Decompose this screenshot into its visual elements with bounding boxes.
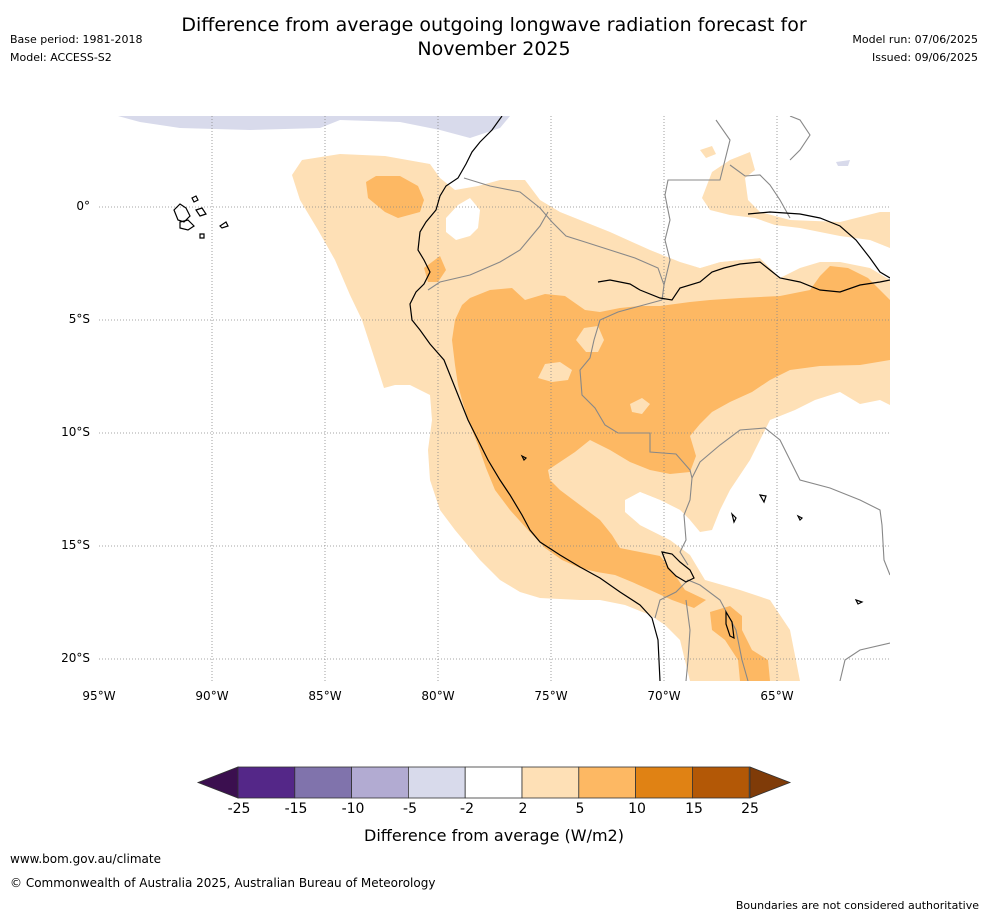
cb-tick: -5 — [403, 801, 417, 817]
graticule — [99, 116, 890, 681]
lon-label-85w: 85°W — [308, 689, 342, 703]
footer-boundaries-note: Boundaries are not considered authoritat… — [735, 899, 979, 912]
lon-label-65w: 65°W — [760, 689, 794, 703]
colorbar — [196, 766, 792, 799]
cb-tick: 10 — [628, 801, 646, 817]
lat-label-0: 0° — [76, 199, 90, 213]
model-name: Model: ACCESS-S2 — [10, 51, 112, 64]
lat-label-20s: 20°S — [61, 651, 90, 665]
coastlines — [173, 116, 890, 681]
lighter-hole-2 — [576, 326, 604, 352]
colorbar-segment — [521, 766, 580, 799]
lat-label-5s: 5°S — [68, 312, 90, 326]
cb-tick: 5 — [575, 801, 585, 817]
lon-label-90w: 90°W — [195, 689, 229, 703]
colorbar-title: Difference from average (W/m2) — [364, 826, 624, 845]
issued-date: Issued: 09/06/2025 — [871, 51, 978, 64]
cb-tick: -10 — [341, 801, 365, 817]
colorbar-segment — [635, 766, 693, 799]
negative-anomaly-patch — [836, 160, 850, 166]
metadata-right: Model run: 07/06/2025 Issued: 09/06/2025 — [852, 33, 978, 69]
footer-copyright: © Commonwealth of Australia 2025, Austra… — [10, 876, 436, 890]
anomaly-5-10-coast — [424, 256, 446, 282]
model-run: Model run: 07/06/2025 — [852, 33, 978, 46]
map-title: Difference from average outgoing longwav… — [0, 13, 988, 61]
neutral-hole-north — [446, 198, 480, 240]
neutral-hole-bolivia — [625, 492, 690, 540]
cb-tick: -15 — [284, 801, 308, 817]
lon-label-75w: 75°W — [534, 689, 568, 703]
neutral-hole-east — [660, 215, 800, 278]
anomaly-2-5-north — [702, 152, 890, 248]
colorbar-segment — [351, 766, 409, 799]
anomaly-5-10-north — [366, 176, 424, 218]
lighter-hole-3 — [630, 398, 650, 414]
cb-tick: -2 — [460, 801, 474, 817]
title-line-1: Difference from average outgoing longwav… — [181, 14, 807, 36]
title-line-2: November 2025 — [417, 38, 571, 60]
lat-label-15s: 15°S — [61, 538, 90, 552]
base-period: Base period: 1981-2018 — [10, 33, 143, 46]
negative-anomaly-region — [118, 116, 510, 138]
lon-label-70w: 70°W — [647, 689, 681, 703]
anomaly-2-5-nw — [700, 146, 716, 158]
lighter-hole-1 — [538, 362, 572, 382]
colorbar-min-arrow — [196, 766, 239, 799]
colorbar-segment — [237, 766, 296, 799]
colorbar-segment — [294, 766, 353, 799]
metadata-left: Base period: 1981-2018 Model: ACCESS-S2 — [10, 33, 142, 69]
country-borders — [427, 116, 890, 681]
colorbar-segment — [691, 766, 750, 799]
lat-label-10s: 10°S — [61, 425, 90, 439]
colorbar-max-arrow — [749, 766, 792, 799]
colorbar-segment — [464, 766, 523, 799]
cb-tick: 15 — [685, 801, 703, 817]
colorbar-segment — [578, 766, 636, 799]
lon-label-80w: 80°W — [421, 689, 455, 703]
map-area — [99, 116, 890, 681]
colorbar-segments — [237, 766, 750, 799]
colorbar-segment — [407, 766, 466, 799]
cb-tick: 2 — [518, 801, 528, 817]
cb-tick: 25 — [741, 801, 759, 817]
cb-tick: -25 — [227, 801, 251, 817]
footer-url[interactable]: www.bom.gov.au/climate — [10, 852, 161, 866]
anomaly-5-10-main — [452, 266, 890, 608]
lon-label-95w: 95°W — [82, 689, 116, 703]
anomaly-5-10-south — [710, 606, 770, 681]
